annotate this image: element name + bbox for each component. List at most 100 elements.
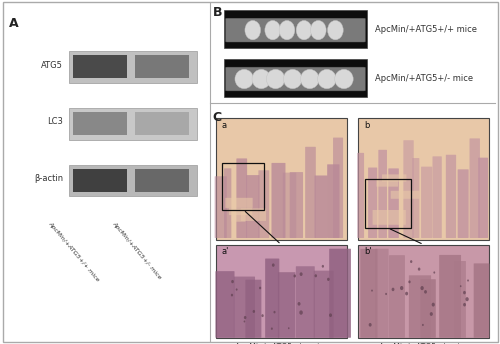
Ellipse shape [432, 303, 435, 307]
Ellipse shape [244, 321, 246, 322]
FancyBboxPatch shape [329, 249, 351, 338]
Ellipse shape [288, 327, 290, 329]
FancyBboxPatch shape [478, 158, 488, 238]
FancyBboxPatch shape [372, 210, 406, 225]
Bar [224, 10, 367, 48]
Ellipse shape [259, 287, 261, 289]
Ellipse shape [314, 274, 317, 277]
Bar [73, 112, 127, 135]
Ellipse shape [420, 286, 424, 290]
Text: a: a [222, 121, 226, 130]
Ellipse shape [322, 265, 324, 268]
Text: A: A [9, 17, 18, 30]
FancyBboxPatch shape [216, 271, 234, 338]
FancyBboxPatch shape [439, 255, 461, 338]
FancyBboxPatch shape [446, 155, 456, 238]
Ellipse shape [467, 279, 469, 282]
Text: ApcMin/+ATG5+/- mice: ApcMin/+ATG5+/- mice [376, 74, 474, 83]
FancyBboxPatch shape [226, 18, 366, 42]
Bar [69, 108, 197, 140]
FancyBboxPatch shape [420, 279, 436, 338]
Text: ATG5: ATG5 [41, 61, 63, 70]
FancyBboxPatch shape [474, 264, 490, 338]
FancyBboxPatch shape [305, 147, 316, 238]
Bar [216, 245, 347, 338]
FancyBboxPatch shape [246, 175, 260, 238]
Bar [224, 59, 367, 97]
Ellipse shape [434, 271, 435, 273]
FancyBboxPatch shape [375, 249, 388, 338]
FancyBboxPatch shape [290, 172, 303, 238]
FancyBboxPatch shape [409, 275, 431, 338]
FancyBboxPatch shape [432, 156, 442, 238]
FancyBboxPatch shape [246, 280, 262, 338]
FancyBboxPatch shape [368, 168, 377, 238]
Text: b': b' [364, 247, 372, 256]
Ellipse shape [245, 21, 260, 40]
FancyBboxPatch shape [214, 176, 227, 238]
FancyBboxPatch shape [333, 138, 343, 238]
Text: ApcMin/+ATG5+/- mice: ApcMin/+ATG5+/- mice [379, 343, 468, 344]
FancyBboxPatch shape [404, 140, 413, 238]
Ellipse shape [392, 288, 394, 291]
Ellipse shape [265, 21, 280, 40]
Text: ApcMin/+ATG5+/+ mice: ApcMin/+ATG5+/+ mice [47, 221, 100, 282]
Bar [73, 169, 127, 192]
FancyBboxPatch shape [226, 67, 366, 91]
Ellipse shape [430, 312, 433, 316]
FancyBboxPatch shape [236, 158, 247, 238]
FancyBboxPatch shape [296, 266, 315, 338]
Ellipse shape [300, 310, 303, 315]
FancyBboxPatch shape [272, 163, 285, 238]
Ellipse shape [424, 290, 427, 294]
Bar [69, 164, 197, 196]
Text: ApcMin/+ATG5+/+ mice: ApcMin/+ATG5+/+ mice [376, 25, 478, 34]
FancyBboxPatch shape [265, 259, 280, 338]
FancyBboxPatch shape [376, 180, 398, 187]
Ellipse shape [405, 292, 408, 295]
Ellipse shape [271, 327, 273, 330]
FancyBboxPatch shape [241, 208, 266, 221]
Ellipse shape [466, 297, 469, 301]
FancyBboxPatch shape [314, 175, 328, 238]
Text: B: B [213, 7, 222, 19]
FancyBboxPatch shape [234, 277, 255, 338]
FancyBboxPatch shape [232, 209, 245, 222]
Ellipse shape [235, 69, 254, 89]
Ellipse shape [418, 268, 420, 271]
Ellipse shape [371, 290, 373, 292]
Ellipse shape [463, 303, 466, 307]
Ellipse shape [279, 21, 295, 40]
Bar [73, 55, 127, 78]
Ellipse shape [298, 302, 300, 305]
Bar [358, 118, 490, 240]
Text: ApcMin/+ATG5+/+ mice: ApcMin/+ATG5+/+ mice [234, 343, 328, 344]
Bar [135, 169, 189, 192]
Ellipse shape [408, 280, 410, 283]
FancyBboxPatch shape [389, 255, 405, 338]
Bar [135, 55, 189, 78]
Ellipse shape [400, 286, 404, 290]
Ellipse shape [262, 314, 264, 317]
FancyBboxPatch shape [412, 158, 420, 238]
Ellipse shape [252, 310, 255, 313]
Ellipse shape [284, 69, 302, 89]
Ellipse shape [252, 69, 270, 89]
Ellipse shape [327, 278, 330, 281]
Text: a': a' [222, 247, 229, 256]
Ellipse shape [318, 69, 336, 89]
Ellipse shape [334, 69, 353, 89]
Ellipse shape [231, 280, 234, 283]
FancyBboxPatch shape [327, 164, 340, 238]
Ellipse shape [231, 294, 233, 297]
Text: ApcMin/+ATG5+/- mice: ApcMin/+ATG5+/- mice [111, 221, 162, 280]
FancyBboxPatch shape [224, 168, 232, 238]
Ellipse shape [329, 313, 332, 317]
FancyBboxPatch shape [360, 249, 378, 338]
Text: C: C [213, 111, 222, 124]
Text: β-actin: β-actin [34, 174, 63, 183]
Ellipse shape [463, 291, 466, 294]
FancyBboxPatch shape [358, 153, 364, 238]
Bar [135, 112, 189, 135]
FancyBboxPatch shape [283, 173, 296, 238]
